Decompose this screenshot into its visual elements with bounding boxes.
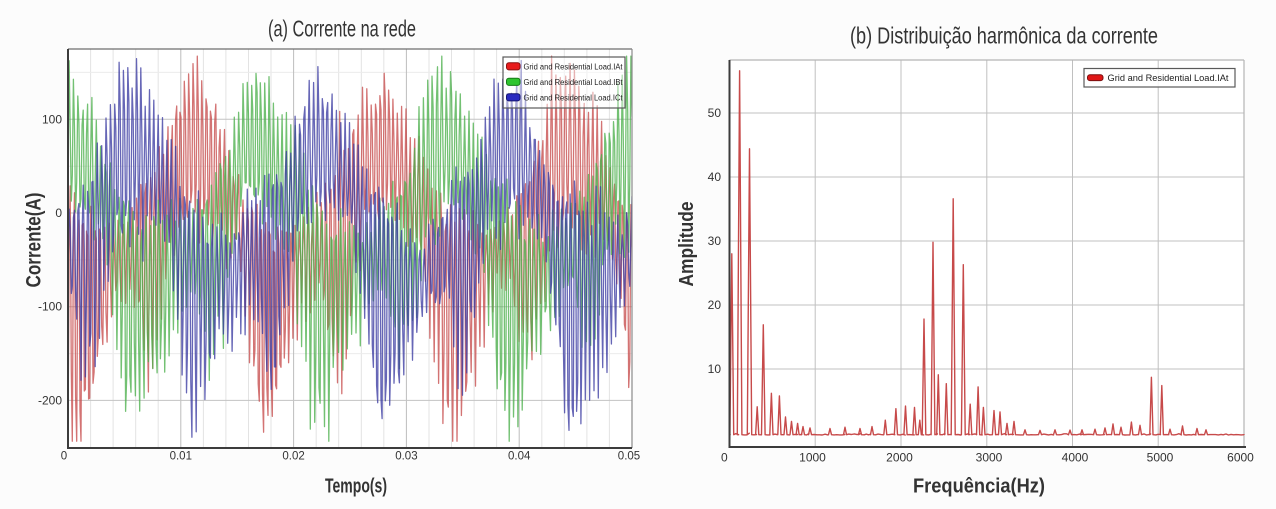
svg-text:50: 50 [708,106,722,120]
svg-text:-200: -200 [38,393,62,407]
svg-text:0: 0 [55,206,62,220]
svg-text:Frequência(Hz): Frequência(Hz) [913,476,1045,498]
svg-text:0.04: 0.04 [508,451,531,463]
svg-text:0.01: 0.01 [170,451,192,463]
svg-text:100: 100 [42,112,62,126]
svg-text:6000: 6000 [1227,451,1254,465]
svg-text:5000: 5000 [1147,451,1174,465]
svg-text:(b) Distribuição harmônica da: (b) Distribuição harmônica da corrente [850,23,1158,49]
svg-text:Corrente(A): Corrente(A) [23,193,46,288]
svg-text:-100: -100 [38,300,62,314]
svg-text:Grid and Residential Load.IAt: Grid and Residential Load.IAt [524,62,624,71]
svg-text:2000: 2000 [886,451,913,465]
svg-text:0: 0 [61,451,67,463]
svg-text:20: 20 [708,298,722,312]
svg-text:4000: 4000 [1062,451,1089,465]
svg-text:Tempo(s): Tempo(s) [325,476,387,498]
svg-text:Amplitude: Amplitude [676,202,698,287]
svg-text:1000: 1000 [799,451,826,465]
svg-text:0: 0 [721,451,728,465]
svg-text:10: 10 [708,362,722,376]
svg-text:0.05: 0.05 [618,451,640,463]
svg-text:3000: 3000 [976,451,1003,465]
svg-text:0.03: 0.03 [395,451,417,463]
svg-text:Grid and Residential Load.ICt: Grid and Residential Load.ICt [524,93,624,102]
svg-text:Grid and Residential Load.IAt: Grid and Residential Load.IAt [1108,73,1230,83]
svg-text:(a) Corrente na rede: (a) Corrente na rede [268,16,416,42]
svg-text:0.02: 0.02 [282,451,304,463]
svg-text:Grid and Residential Load.IBt: Grid and Residential Load.IBt [524,78,624,87]
svg-text:40: 40 [708,170,722,184]
svg-text:30: 30 [708,234,722,248]
